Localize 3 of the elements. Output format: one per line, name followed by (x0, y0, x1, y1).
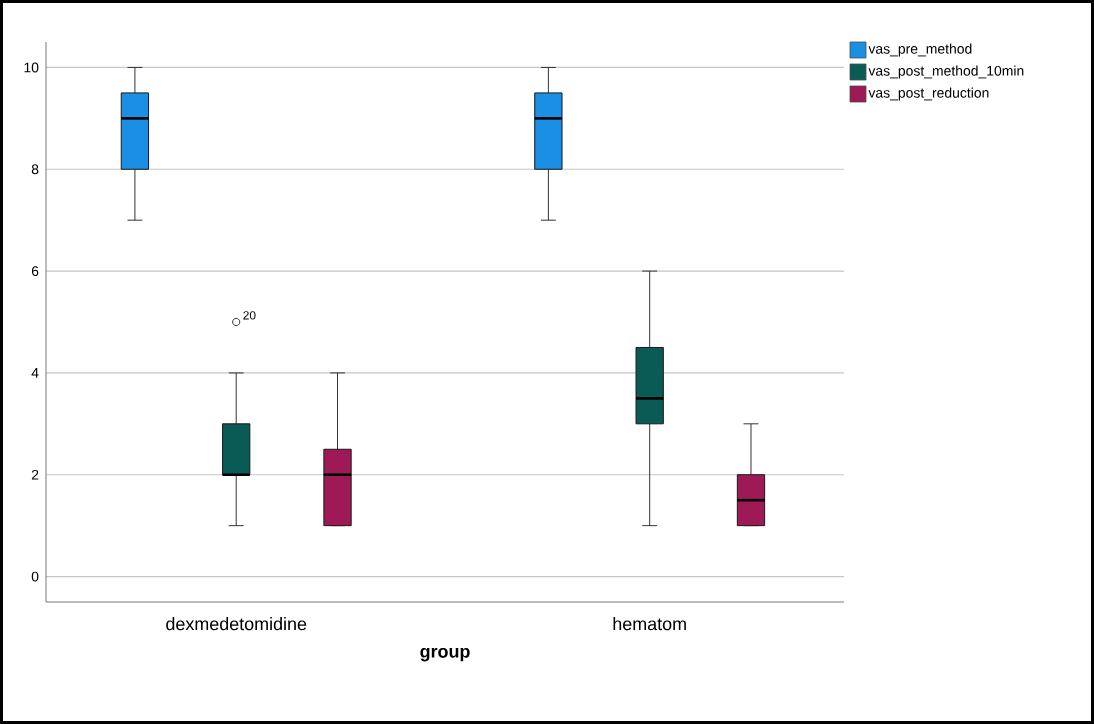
x-tick-label: dexmedetomidine (166, 617, 307, 631)
x-tick-label: hematom (613, 617, 686, 631)
x-axis-title: group (420, 647, 470, 662)
